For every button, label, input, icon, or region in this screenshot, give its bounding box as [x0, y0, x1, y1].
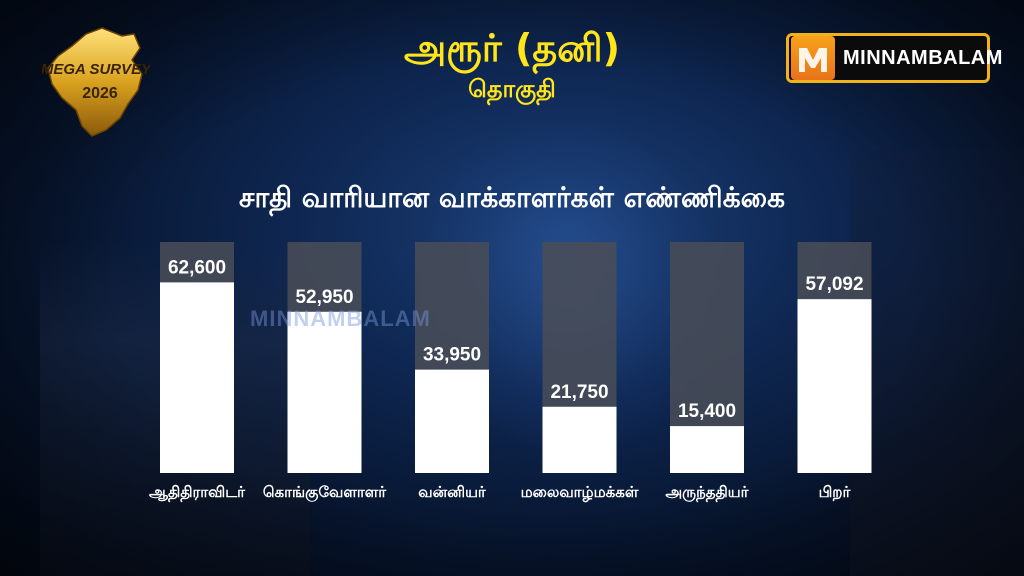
brand-name: MINNAMBALAM — [843, 46, 1003, 69]
chart-title: சாதி வாரியான வாக்காளர்கள் எண்ணிக்கை — [238, 181, 786, 214]
category-label: கொங்குவேளாளர் — [263, 483, 387, 502]
category-label: பிறர் — [819, 483, 852, 501]
data-label: 62,600 — [168, 257, 226, 278]
bar — [415, 369, 489, 473]
bar — [287, 311, 362, 473]
data-label: 57,092 — [805, 274, 863, 295]
data-label: 33,950 — [423, 345, 481, 366]
category-label: மலைவாழ்மக்கள் — [521, 483, 639, 502]
bar — [670, 426, 744, 473]
badge-line2: 2026 — [82, 85, 118, 102]
page-subtitle: தொகுதி — [468, 75, 556, 103]
brand-m-icon — [791, 36, 835, 80]
bar — [797, 299, 872, 473]
category-label: அருந்ததியர் — [666, 483, 750, 502]
bar — [160, 282, 234, 473]
data-label: 15,400 — [678, 401, 736, 422]
mega-survey-badge: MEGA SURVEY 2026 — [42, 27, 150, 137]
data-label: 52,950 — [295, 287, 353, 308]
tamilnadu-map-icon — [47, 27, 143, 137]
category-label: ஆதிதிராவிடர் — [149, 483, 246, 502]
brand-logo: MINNAMBALAM — [786, 33, 1002, 83]
category-label: வன்னியர் — [418, 483, 487, 501]
data-label: 21,750 — [550, 382, 608, 403]
bar — [542, 406, 617, 473]
page-title: அரூர் (தனி) — [404, 26, 620, 70]
badge-line1: MEGA SURVEY — [42, 61, 150, 78]
watermark: MINNAMBALAM — [250, 306, 431, 331]
